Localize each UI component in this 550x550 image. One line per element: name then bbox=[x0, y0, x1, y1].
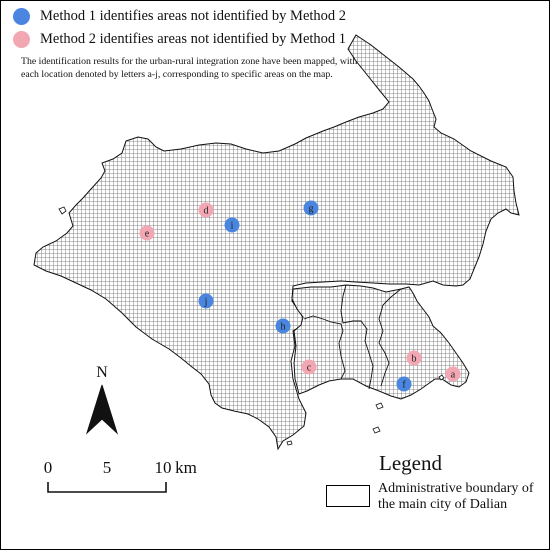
scale-bar: 0 5 10 km bbox=[44, 458, 197, 493]
location-label-j: j bbox=[204, 297, 208, 308]
scale-tick-0: 0 bbox=[44, 458, 53, 477]
method1-marker-swatch bbox=[13, 8, 30, 25]
location-label-h: h bbox=[281, 322, 286, 333]
eastern-peninsula-boundary bbox=[291, 284, 470, 400]
method2-marker-swatch bbox=[13, 31, 30, 48]
location-label-a: a bbox=[451, 370, 456, 381]
scale-tick-10: 10 bbox=[155, 458, 172, 477]
legend-title: Legend bbox=[379, 451, 442, 475]
location-marker-d: d bbox=[198, 202, 214, 218]
city-boundary-region bbox=[33, 34, 520, 451]
north-arrow: N bbox=[85, 364, 119, 435]
district-line-east bbox=[378, 288, 402, 387]
location-dot-i bbox=[224, 217, 240, 233]
location-marker-g: g bbox=[303, 200, 319, 216]
boundary-legend-swatch bbox=[326, 485, 370, 507]
location-dot-a bbox=[445, 366, 461, 382]
location-marker-c: c bbox=[301, 359, 317, 375]
location-marker-f: f bbox=[396, 376, 412, 392]
location-label-f: f bbox=[402, 380, 406, 391]
boundary-legend-label: Administrative boundary of the main city… bbox=[378, 481, 534, 512]
method1-legend-item: Method 1 identifies areas not identified… bbox=[13, 8, 346, 25]
location-marker-b: b bbox=[406, 350, 422, 366]
south-islet-3 bbox=[438, 374, 445, 381]
location-dot-c bbox=[301, 359, 317, 375]
location-marker-a: a bbox=[445, 366, 461, 382]
location-label-i: i bbox=[231, 221, 234, 232]
identified-points: a b c d e f g h i j bbox=[139, 200, 461, 392]
location-label-g: g bbox=[309, 204, 314, 215]
location-dot-j bbox=[198, 293, 214, 309]
north-arrow-right-half bbox=[101, 384, 119, 435]
location-label-b: b bbox=[412, 354, 417, 365]
location-marker-i: i bbox=[224, 217, 240, 233]
south-islet-1 bbox=[375, 402, 384, 410]
method2-legend-item: Method 2 identifies areas not identified… bbox=[13, 31, 346, 48]
district-line-west bbox=[303, 315, 346, 380]
south-islet-4 bbox=[286, 440, 293, 446]
map-note: The identification results for the urban… bbox=[21, 56, 358, 80]
district-line-middle bbox=[340, 284, 374, 390]
location-dot-d bbox=[198, 202, 214, 218]
main-city-boundary bbox=[33, 34, 520, 451]
location-dot-h bbox=[275, 318, 291, 334]
scale-bar-line bbox=[47, 482, 167, 493]
method2-legend-label: Method 2 identifies areas not identified… bbox=[40, 31, 347, 47]
location-marker-h: h bbox=[275, 318, 291, 334]
location-marker-j: j bbox=[198, 293, 214, 309]
north-arrow-left-half bbox=[85, 384, 103, 435]
scale-tick-5: 5 bbox=[103, 458, 112, 477]
location-label-d: d bbox=[204, 206, 209, 217]
location-dot-b bbox=[406, 350, 422, 366]
location-dot-g bbox=[303, 200, 319, 216]
location-label-e: e bbox=[145, 229, 150, 240]
location-label-c: c bbox=[307, 363, 312, 374]
south-islet-2 bbox=[372, 426, 381, 434]
location-dot-f bbox=[396, 376, 412, 392]
location-dot-e bbox=[139, 225, 155, 241]
scale-unit: km bbox=[175, 458, 197, 477]
location-marker-e: e bbox=[139, 225, 155, 241]
method1-legend-label: Method 1 identifies areas not identified… bbox=[40, 8, 347, 24]
north-arrow-label: N bbox=[96, 364, 108, 381]
west-islet bbox=[58, 206, 67, 215]
